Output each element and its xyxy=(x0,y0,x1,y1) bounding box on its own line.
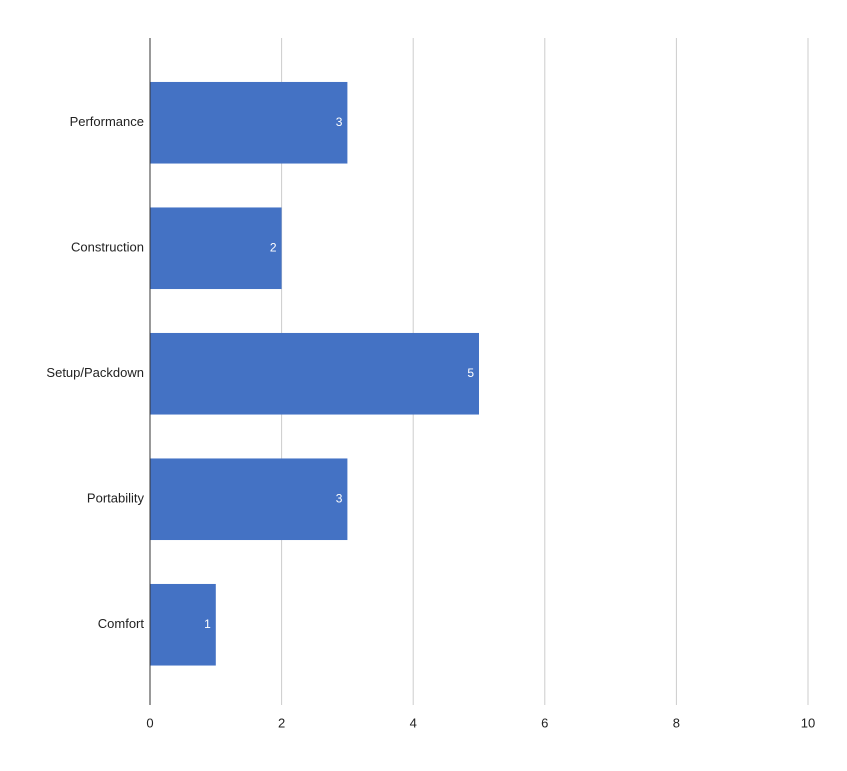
y-tick-label: Construction xyxy=(71,240,144,255)
y-tick-label: Performance xyxy=(70,114,144,129)
bar xyxy=(150,207,282,290)
x-tick-label: 2 xyxy=(278,715,285,730)
data-label: 3 xyxy=(336,115,343,129)
bar xyxy=(150,583,216,666)
y-tick-label: Setup/Packdown xyxy=(46,365,144,380)
data-label: 5 xyxy=(467,366,474,380)
data-label: 1 xyxy=(204,617,211,631)
data-label: 3 xyxy=(336,491,343,505)
x-tick-label: 6 xyxy=(541,715,548,730)
x-tick-label: 10 xyxy=(801,715,815,730)
bar xyxy=(150,458,348,541)
x-tick-label: 8 xyxy=(673,715,680,730)
y-tick-label: Portability xyxy=(87,491,145,506)
y-tick-label: Comfort xyxy=(98,616,145,631)
data-label: 2 xyxy=(270,240,277,254)
bar xyxy=(150,81,348,164)
bar xyxy=(150,332,479,415)
x-tick-label: 4 xyxy=(410,715,417,730)
x-tick-label: 0 xyxy=(146,715,153,730)
